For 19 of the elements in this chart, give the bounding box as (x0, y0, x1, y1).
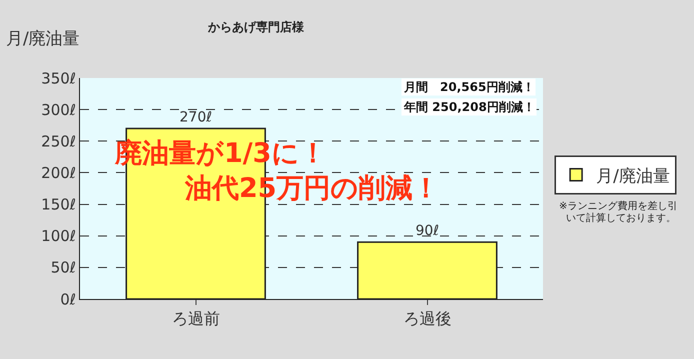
x-tick-label: ろ過後 (403, 309, 452, 328)
annotation: 月間 20,565円削減！ (403, 80, 534, 94)
annotation: 年間 250,208円削減！ (403, 100, 535, 114)
y-axis-title: 月/廃油量 (6, 29, 80, 49)
text: ※ランニング費用を差し引 (559, 200, 678, 212)
y-tick-label: 350ℓ (41, 69, 76, 88)
y-tick-label: 250ℓ (41, 132, 76, 150)
x-tick-label: ろ過前 (172, 309, 220, 328)
y-tick-label: 0ℓ (60, 290, 76, 308)
text: いて計算しております。 (566, 212, 676, 224)
data-label: 90ℓ (415, 223, 440, 240)
y-tick-label: 300ℓ (41, 100, 76, 119)
chart-title: からあげ専門店様 (207, 20, 305, 34)
y-tick-label: 200ℓ (41, 164, 76, 182)
data-label: 270ℓ (179, 110, 212, 126)
legend-label: 月/廃油量 (596, 166, 670, 186)
y-tick-label: 150ℓ (41, 196, 76, 214)
y-tick-label: 50ℓ (50, 258, 76, 277)
y-tick-label: 100ℓ (41, 227, 76, 246)
